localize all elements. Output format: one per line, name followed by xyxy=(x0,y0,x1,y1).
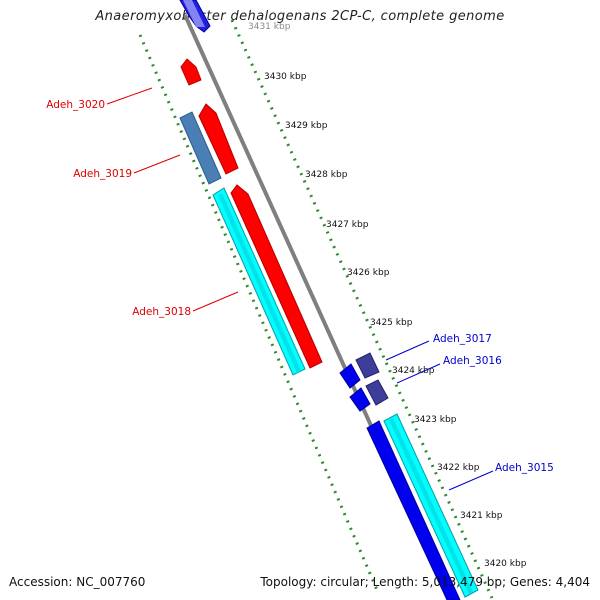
tick-label: 3424 kbp xyxy=(392,366,435,376)
tick-label: 3430 kbp xyxy=(264,72,307,82)
gene-adeh-3017[interactable] xyxy=(355,352,380,379)
gene-feature[interactable] xyxy=(349,387,371,412)
tick-labels: 3431 kbp 3430 kbp 3429 kbp 3428 kbp 3427… xyxy=(248,22,527,569)
gene-feature[interactable] xyxy=(198,103,239,175)
tick-dots-outer xyxy=(230,19,494,599)
gene-adeh-3016[interactable] xyxy=(365,379,389,406)
gene-feature[interactable] xyxy=(230,184,323,369)
tick-label: 3420 kbp xyxy=(484,559,527,569)
genome-stats-text: Topology: circular; Length: 5,013,479 bp… xyxy=(260,575,590,589)
tick-label: 3429 kbp xyxy=(285,121,328,131)
label-leaders xyxy=(106,87,494,491)
gene-feature[interactable] xyxy=(389,418,473,594)
gene-label-adeh-3015[interactable]: Adeh_3015 xyxy=(495,462,554,474)
tick-label: 3426 kbp xyxy=(347,268,390,278)
tick-label: 3428 kbp xyxy=(305,170,348,180)
gene-feature[interactable] xyxy=(183,0,205,27)
tick-label: 3422 kbp xyxy=(437,463,480,473)
gene-label-adeh-3019[interactable]: Adeh_3019 xyxy=(73,168,132,180)
tick-label: 3423 kbp xyxy=(414,415,457,425)
gene-feature[interactable] xyxy=(218,193,301,373)
gene-label-adeh-3018[interactable]: Adeh_3018 xyxy=(132,306,191,318)
gene-label-adeh-3020[interactable]: Adeh_3020 xyxy=(46,99,105,111)
tick-label: 3427 kbp xyxy=(326,220,369,230)
gene-label-adeh-3017[interactable]: Adeh_3017 xyxy=(433,333,492,345)
gene-adeh-3020[interactable] xyxy=(180,58,202,86)
gene-adeh-3019[interactable] xyxy=(179,111,222,185)
tick-label: 3425 kbp xyxy=(370,318,413,328)
accession-text: Accession: NC_007760 xyxy=(9,575,146,589)
gene-features[interactable] xyxy=(179,0,479,600)
gene-feature[interactable] xyxy=(339,363,361,389)
gene-label-adeh-3016[interactable]: Adeh_3016 xyxy=(443,355,502,367)
tick-label: 3421 kbp xyxy=(460,511,503,521)
tick-label: 3431 kbp xyxy=(248,22,291,32)
gene-labels[interactable]: Adeh_3020 Adeh_3019 Adeh_3018 Adeh_3017 … xyxy=(46,99,554,474)
gene-feature[interactable] xyxy=(366,420,461,600)
